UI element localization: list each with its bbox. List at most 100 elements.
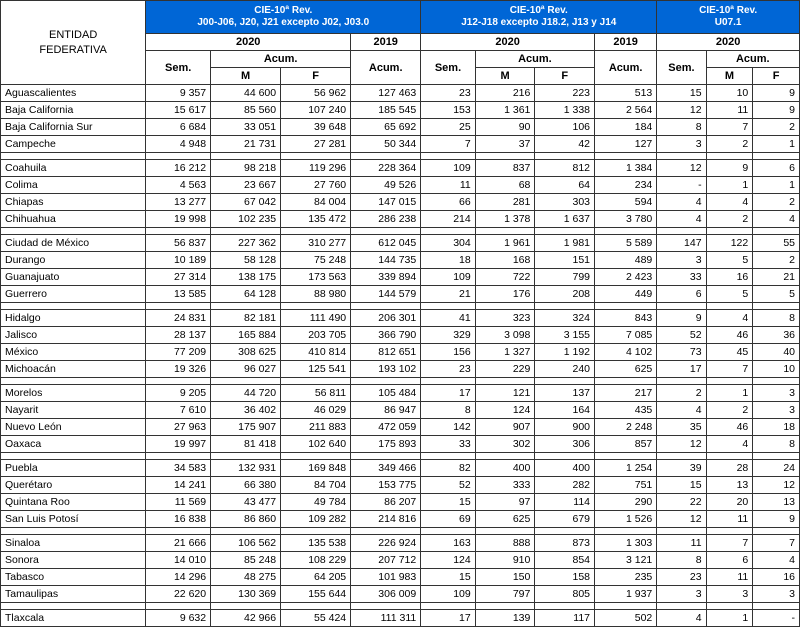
sem1: 24 831	[146, 310, 211, 327]
f1: 56 811	[281, 385, 351, 402]
a2019-2: 489	[595, 252, 657, 269]
group-spacer	[1, 303, 800, 310]
sem3: 8	[657, 552, 706, 569]
epidemiology-table: ENTIDAD FEDERATIVA CIE-10ª Rev. J00-J06,…	[0, 0, 800, 627]
sem3: 3	[657, 252, 706, 269]
entity-name: Puebla	[1, 460, 146, 477]
sem1: 10 189	[146, 252, 211, 269]
a2019-2: 127	[595, 136, 657, 153]
sem1: 16 212	[146, 160, 211, 177]
m2: 68	[475, 177, 535, 194]
sem1: 19 998	[146, 211, 211, 228]
f1: 111 490	[281, 310, 351, 327]
m3: 4	[706, 310, 753, 327]
a2019-2: 184	[595, 119, 657, 136]
f3: 55	[753, 235, 800, 252]
f3: 3	[753, 402, 800, 419]
sem3: 6	[657, 286, 706, 303]
entity-name: Nayarit	[1, 402, 146, 419]
sem3: 8	[657, 119, 706, 136]
header-m-2: M	[475, 68, 535, 85]
m3: 1	[706, 177, 753, 194]
table-row: Nayarit7 61036 40246 02986 9478124164435…	[1, 402, 800, 419]
m3: 11	[706, 569, 753, 586]
header-acum-3: Acum.	[706, 51, 799, 68]
f3: 12	[753, 477, 800, 494]
entity-name: Campeche	[1, 136, 146, 153]
a2019-1: 228 364	[351, 160, 421, 177]
f1: 125 541	[281, 361, 351, 378]
f2: 799	[535, 269, 595, 286]
sem2: 23	[421, 361, 475, 378]
sem3: 23	[657, 569, 706, 586]
sem2: 214	[421, 211, 475, 228]
m1: 82 181	[211, 310, 281, 327]
entity-name: Durango	[1, 252, 146, 269]
f2: 1 637	[535, 211, 595, 228]
sem2: 52	[421, 477, 475, 494]
sem1: 14 296	[146, 569, 211, 586]
entity-name: Querétaro	[1, 477, 146, 494]
f2: 3 155	[535, 327, 595, 344]
header-group3: CIE-10ª Rev. U07.1	[657, 1, 800, 34]
m3: 122	[706, 235, 753, 252]
m2: 176	[475, 286, 535, 303]
group-spacer	[1, 453, 800, 460]
table-row: Colima4 56323 66727 76049 526116864234-1…	[1, 177, 800, 194]
table-row: Chiapas13 27767 04284 004147 01566281303…	[1, 194, 800, 211]
group-spacer	[1, 528, 800, 535]
m3: 1	[706, 610, 753, 627]
a2019-1: 193 102	[351, 361, 421, 378]
m3: 46	[706, 327, 753, 344]
m1: 308 625	[211, 344, 281, 361]
m3: 2	[706, 136, 753, 153]
f3: -	[753, 610, 800, 627]
a2019-1: 612 045	[351, 235, 421, 252]
f2: 151	[535, 252, 595, 269]
sem1: 7 610	[146, 402, 211, 419]
table-row: San Luis Potosí16 83886 860109 282214 81…	[1, 511, 800, 528]
m3: 11	[706, 102, 753, 119]
entity-name: Tlaxcala	[1, 610, 146, 627]
table-row: Campeche4 94821 73127 28150 344737421273…	[1, 136, 800, 153]
m1: 81 418	[211, 436, 281, 453]
a2019-1: 147 015	[351, 194, 421, 211]
header-f-1: F	[281, 68, 351, 85]
entity-name: Morelos	[1, 385, 146, 402]
sem3: 2	[657, 385, 706, 402]
m1: 64 128	[211, 286, 281, 303]
m1: 43 477	[211, 494, 281, 511]
sem1: 13 585	[146, 286, 211, 303]
entity-name: Sonora	[1, 552, 146, 569]
f3: 4	[753, 552, 800, 569]
header-sem-1: Sem.	[146, 51, 211, 85]
sem2: 109	[421, 160, 475, 177]
f2: 1 338	[535, 102, 595, 119]
a2019-1: 50 344	[351, 136, 421, 153]
m1: 21 731	[211, 136, 281, 153]
a2019-1: 101 983	[351, 569, 421, 586]
f3: 9	[753, 511, 800, 528]
entity-name: Oaxaca	[1, 436, 146, 453]
table-row: Chihuahua19 998102 235135 472286 2382141…	[1, 211, 800, 228]
f2: 282	[535, 477, 595, 494]
table-row: Baja California15 61785 560107 240185 54…	[1, 102, 800, 119]
sem1: 9 632	[146, 610, 211, 627]
header-m-3: M	[706, 68, 753, 85]
entity-name: Nuevo León	[1, 419, 146, 436]
sem2: 304	[421, 235, 475, 252]
table-row: Michoacán19 32696 027125 541193 10223229…	[1, 361, 800, 378]
a2019-2: 435	[595, 402, 657, 419]
m2: 333	[475, 477, 535, 494]
m1: 132 931	[211, 460, 281, 477]
sem2: 156	[421, 344, 475, 361]
f2: 679	[535, 511, 595, 528]
f1: 55 424	[281, 610, 351, 627]
sem1: 16 838	[146, 511, 211, 528]
f3: 7	[753, 535, 800, 552]
m3: 4	[706, 194, 753, 211]
f3: 8	[753, 436, 800, 453]
a2019-1: 127 463	[351, 85, 421, 102]
sem3: 12	[657, 102, 706, 119]
a2019-1: 214 816	[351, 511, 421, 528]
